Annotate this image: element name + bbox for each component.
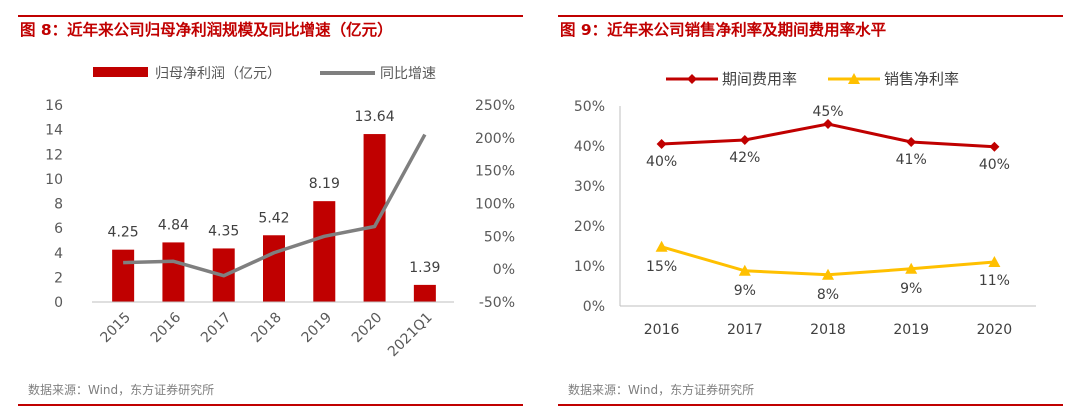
expense-ratio-label: 40%	[646, 154, 677, 170]
x-tick-label: 2019	[299, 310, 336, 347]
bar	[413, 284, 436, 302]
expense-ratio-marker	[739, 135, 750, 145]
y2-tick-label: 50%	[484, 229, 515, 245]
y2-tick-label: 0%	[493, 262, 515, 278]
net-margin-label: 11%	[979, 273, 1010, 289]
expense-ratio-marker	[906, 137, 917, 147]
net-margin-marker	[738, 264, 751, 276]
expense-ratio-label: 40%	[979, 157, 1010, 173]
data-source: 数据来源：Wind，东方证券研究所	[28, 383, 215, 397]
expense-ratio-label: 45%	[812, 104, 843, 120]
top-rule	[18, 15, 523, 17]
y2-tick-label: 200%	[475, 131, 515, 147]
x-tick-label: 2020	[977, 322, 1013, 338]
margin-expense-chart: 期间费用率 销售净利率 0% 10% 20% 30% 40% 50% 2016 2017 2018 2…	[574, 70, 1036, 338]
legend-expense-marker	[687, 74, 697, 84]
y-tick-label: 20%	[574, 219, 605, 235]
net-margin-label: 9%	[900, 281, 922, 297]
bar	[313, 201, 336, 302]
legend-line-label: 同比增速	[380, 66, 436, 82]
y-tick-label: 4	[54, 246, 63, 262]
chart-title: 图 9：近年来公司销售净利率及期间费用率水平	[560, 21, 887, 39]
x-tick-label: 2018	[248, 310, 285, 347]
net-margin-label: 15%	[646, 259, 677, 275]
y2-tick-label: 150%	[475, 164, 515, 180]
net-margin-label: 9%	[734, 283, 756, 299]
expense-ratio-marker	[989, 141, 1000, 152]
right-chart-panel: 图 9：近年来公司销售净利率及期间费用率水平 期间费用率 销售净利率 0% 10% 20…	[558, 0, 1063, 414]
y-tick-label: 0%	[583, 299, 605, 315]
expense-ratio-label: 42%	[729, 150, 760, 166]
net-margin-marker	[988, 256, 1001, 267]
y-tick-label: 6	[54, 221, 63, 237]
y-tick-label: 40%	[574, 139, 605, 155]
bar-value-label: 4.84	[158, 217, 189, 233]
y2-tick-label: 250%	[475, 98, 515, 114]
growth-line	[123, 133, 427, 278]
y-tick-label: 50%	[574, 99, 605, 115]
bar-value-label: 5.42	[258, 210, 289, 226]
legend-expense-label: 期间费用率	[722, 70, 797, 88]
bar-value-label: 4.35	[208, 223, 239, 239]
y-tick-label: 16	[45, 98, 63, 114]
x-tick-label: 2020	[349, 310, 386, 347]
bar	[112, 249, 135, 302]
y-tick-label: 30%	[574, 179, 605, 195]
bottom-rule	[18, 404, 523, 406]
profit-growth-chart: 归母净利润（亿元） 同比增速 0 2 4 6 8 10 12 14 16 -50% 0% 50% 100% 1…	[45, 65, 515, 361]
y-tick-label: 8	[54, 197, 63, 213]
x-tick-label: 2017	[727, 322, 763, 338]
y-tick-label: 10%	[574, 259, 605, 275]
y-tick-label: 14	[45, 123, 63, 139]
x-tick-label: 2019	[893, 322, 929, 338]
y2-tick-label: -50%	[479, 295, 515, 311]
x-tick-label: 2018	[810, 322, 846, 338]
x-tick-label: 2016	[644, 322, 680, 338]
data-source: 数据来源：Wind，东方证券研究所	[568, 383, 755, 397]
legend-margin-marker	[848, 73, 860, 84]
net-margin-marker	[905, 262, 918, 274]
x-tick-label: 2017	[198, 310, 235, 347]
left-chart-panel: 图 8：近年来公司归母净利润规模及同比增速（亿元） 归母净利润（亿元） 同比增速 0…	[18, 0, 523, 414]
x-tick-label: 2016	[148, 309, 185, 346]
y-tick-label: 2	[54, 270, 63, 286]
legend-margin-label: 销售净利率	[884, 70, 959, 88]
y-tick-label: 0	[54, 295, 63, 311]
legend-bar-label: 归母净利润（亿元）	[155, 65, 281, 82]
bar-value-label: 13.64	[355, 109, 395, 125]
x-tick-label: 2015	[97, 310, 134, 347]
x-tick-label: 2021Q1	[385, 310, 436, 361]
chart-title: 图 8：近年来公司归母净利润规模及同比增速（亿元）	[20, 21, 393, 39]
bar	[162, 242, 185, 302]
top-rule	[558, 15, 1063, 17]
y2-tick-label: 100%	[475, 197, 515, 213]
legend-bar-swatch	[93, 67, 148, 77]
bar	[363, 134, 386, 302]
y-tick-label: 10	[45, 172, 63, 188]
net-margin-marker	[655, 240, 668, 252]
bar-value-label: 1.39	[409, 260, 440, 276]
bar-value-label: 8.19	[309, 176, 340, 192]
bar	[263, 235, 285, 302]
expense-ratio-label: 41%	[896, 152, 927, 168]
bottom-rule	[558, 404, 1063, 406]
net-margin-marker	[822, 268, 834, 280]
bar-value-label: 4.25	[108, 225, 139, 241]
net-margin-label: 8%	[817, 287, 839, 303]
expense-ratio-marker	[823, 119, 833, 129]
expense-ratio-marker	[656, 139, 667, 149]
y-tick-label: 12	[45, 147, 63, 163]
